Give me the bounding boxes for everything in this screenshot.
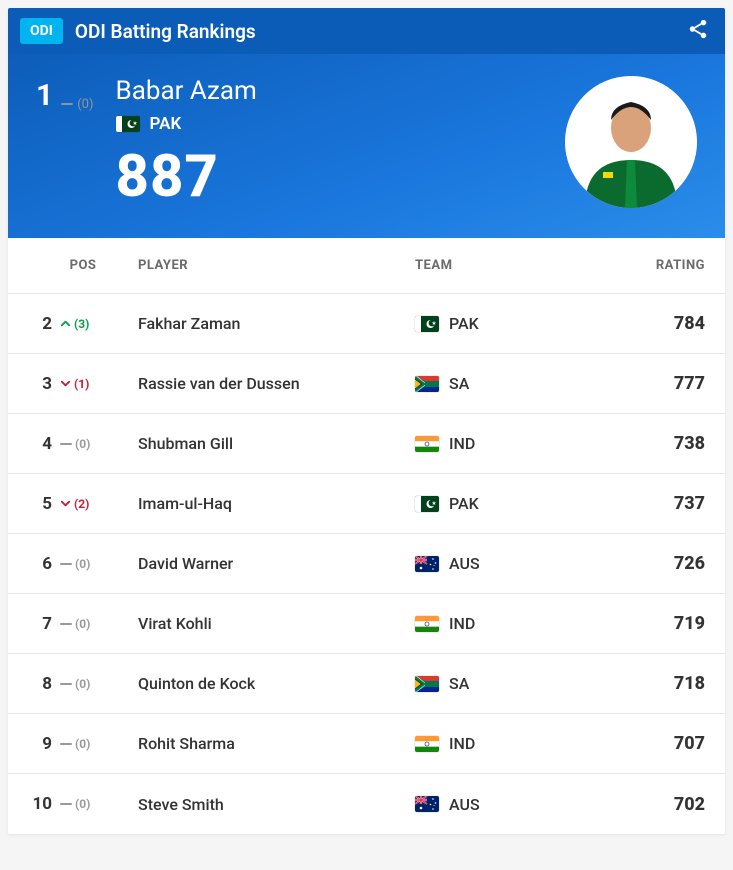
rating-value: 702: [595, 794, 705, 815]
rankings-table: POS PLAYER TEAM RATING 2(3)Fakhar Zaman P…: [8, 238, 725, 834]
rating-value: 719: [595, 613, 705, 634]
hero-panel: 1 (0) Babar Azam PAK 887: [8, 54, 725, 238]
table-header: POS PLAYER TEAM RATING: [8, 238, 725, 294]
flag-icon: [415, 556, 439, 572]
pos-number: 9: [32, 734, 52, 754]
pos-cell: 5(2): [28, 494, 138, 514]
hero-move-value: (0): [77, 97, 93, 112]
header-title: ODI Batting Rankings: [75, 20, 256, 43]
table-row[interactable]: 7(0)Virat Kohli IND 719: [8, 594, 725, 654]
player-name: Quinton de Kock: [138, 674, 415, 693]
hero-rating: 887: [116, 148, 257, 206]
flag-icon: [415, 676, 439, 692]
team-code: PAK: [449, 494, 479, 513]
pos-cell: 10(0): [28, 794, 138, 814]
hero-player-block: Babar Azam PAK 887: [116, 76, 257, 208]
col-header-player: PLAYER: [138, 258, 415, 273]
team-cell: IND: [415, 434, 595, 453]
table-row[interactable]: 2(3)Fakhar Zaman PAK 784: [8, 294, 725, 354]
flag-icon: [415, 436, 439, 452]
player-name: Virat Kohli: [138, 614, 415, 633]
team-code: IND: [449, 434, 475, 453]
player-name: Shubman Gill: [138, 434, 415, 453]
table-row[interactable]: 6(0)David Warner AUS 726: [8, 534, 725, 594]
rating-value: 777: [595, 373, 705, 394]
team-cell: PAK: [415, 314, 595, 333]
player-name: Rassie van der Dussen: [138, 374, 415, 393]
hero-team-code: PAK: [150, 114, 182, 134]
team-code: AUS: [449, 795, 480, 814]
format-badge: ODI: [20, 18, 63, 44]
flag-icon: [415, 496, 439, 512]
table-row[interactable]: 5(2)Imam-ul-Haq PAK 737: [8, 474, 725, 534]
rating-value: 718: [595, 673, 705, 694]
avatar: [565, 76, 697, 208]
table-body: 2(3)Fakhar ZamanPAK7843(1)Rassie van der…: [8, 294, 725, 834]
pos-number: 10: [32, 794, 52, 814]
team-code: PAK: [449, 314, 479, 333]
pos-cell: 2(3): [28, 314, 138, 334]
player-name: David Warner: [138, 554, 415, 573]
pos-number: 5: [32, 494, 52, 514]
rating-value: 707: [595, 733, 705, 754]
flag-icon: [415, 316, 439, 332]
pos-cell: 7(0): [28, 614, 138, 634]
col-header-rating: RATING: [595, 258, 705, 273]
hero-player-name: Babar Azam: [116, 76, 257, 106]
team-cell: SA: [415, 374, 595, 393]
pos-cell: 8(0): [28, 674, 138, 694]
team-code: IND: [449, 614, 475, 633]
flag-icon: [415, 796, 439, 812]
header-left: ODI ODI Batting Rankings: [20, 18, 256, 44]
team-code: IND: [449, 734, 475, 753]
team-cell: AUS: [415, 554, 595, 573]
player-name: Fakhar Zaman: [138, 314, 415, 333]
table-row[interactable]: 8(0)Quinton de Kock SA 718: [8, 654, 725, 714]
header-bar: ODI ODI Batting Rankings: [8, 8, 725, 54]
player-name: Rohit Sharma: [138, 734, 415, 753]
player-name: Steve Smith: [138, 795, 415, 814]
team-code: AUS: [449, 554, 480, 573]
team-cell: SA: [415, 674, 595, 693]
team-cell: PAK: [415, 494, 595, 513]
flag-icon: [415, 736, 439, 752]
pos-number: 3: [32, 374, 52, 394]
dash-icon: [61, 103, 73, 105]
pos-number: 2: [32, 314, 52, 334]
share-icon[interactable]: [687, 18, 709, 44]
pos-number: 4: [32, 434, 52, 454]
table-row[interactable]: 4(0)Shubman Gill IND 738: [8, 414, 725, 474]
rating-value: 737: [595, 493, 705, 514]
player-name: Imam-ul-Haq: [138, 494, 415, 513]
flag-icon: [415, 376, 439, 392]
rankings-card: ODI ODI Batting Rankings 1 (0) Babar Aza…: [8, 8, 725, 834]
pos-cell: 9(0): [28, 734, 138, 754]
pos-cell: 3(1): [28, 374, 138, 394]
table-row[interactable]: 3(1)Rassie van der Dussen SA 777: [8, 354, 725, 414]
flag-icon: [415, 616, 439, 632]
pos-cell: 4(0): [28, 434, 138, 454]
team-code: SA: [449, 674, 469, 693]
col-header-pos: POS: [28, 258, 138, 273]
col-header-team: TEAM: [415, 258, 595, 273]
team-cell: IND: [415, 614, 595, 633]
hero-rank-block: 1 (0): [36, 76, 94, 208]
hero-left: 1 (0) Babar Azam PAK 887: [36, 76, 257, 208]
pos-number: 7: [32, 614, 52, 634]
pos-number: 8: [32, 674, 52, 694]
team-cell: AUS: [415, 795, 595, 814]
pos-cell: 6(0): [28, 554, 138, 574]
hero-rank-move: (0): [61, 97, 93, 112]
team-cell: IND: [415, 734, 595, 753]
table-row[interactable]: 9(0)Rohit Sharma IND 707: [8, 714, 725, 774]
rating-value: 738: [595, 433, 705, 454]
hero-rank: 1: [36, 78, 53, 113]
rating-value: 784: [595, 313, 705, 334]
table-row[interactable]: 10(0)Steve Smith AUS 702: [8, 774, 725, 834]
rating-value: 726: [595, 553, 705, 574]
hero-player-country: PAK: [116, 114, 257, 134]
pos-number: 6: [32, 554, 52, 574]
flag-icon: [116, 116, 140, 132]
team-code: SA: [449, 374, 469, 393]
